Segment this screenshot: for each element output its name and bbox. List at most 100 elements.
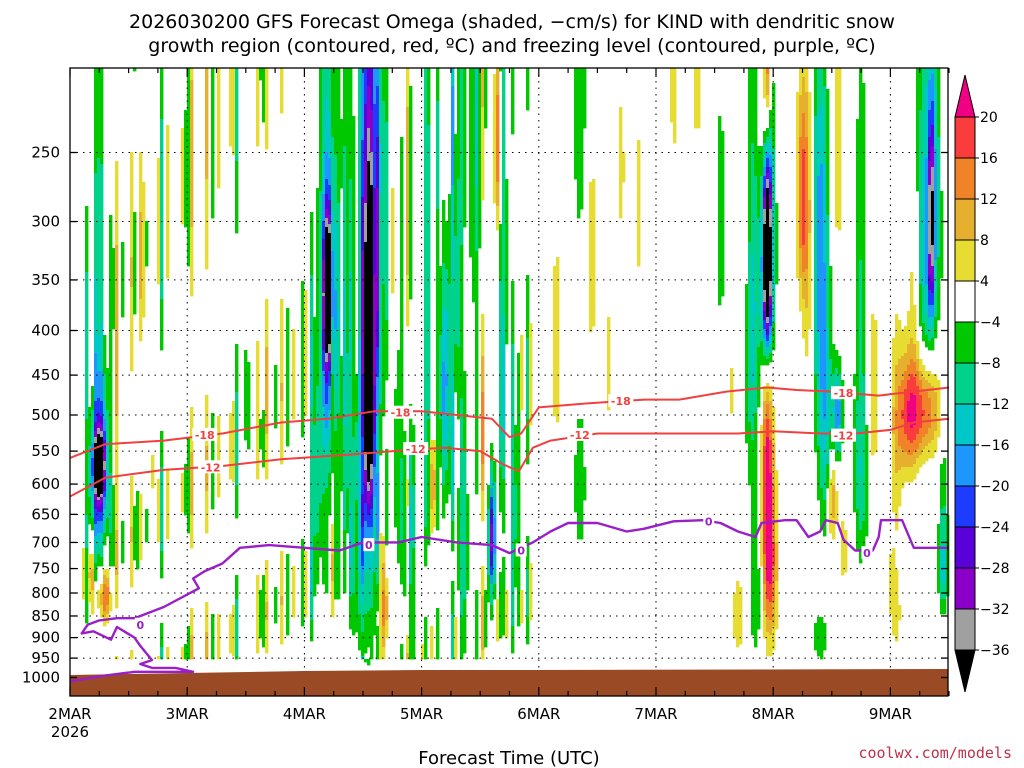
omega-cell [934, 68, 938, 90]
omega-cell [325, 209, 329, 219]
omega-cell [901, 467, 905, 489]
omega-cell [820, 104, 824, 165]
omega-cell [313, 317, 317, 426]
contour-label-bg [567, 427, 593, 441]
omega-cell [328, 215, 332, 225]
omega-cell [457, 68, 461, 180]
omega-cell [802, 68, 806, 78]
omega-cell [451, 614, 455, 660]
omega-cell [766, 617, 770, 633]
omega-cell [856, 509, 860, 552]
omega-cell [481, 314, 485, 357]
omega-cell [160, 623, 164, 648]
omega-cell [763, 356, 767, 366]
omega-cell [376, 584, 380, 612]
omega-cell [931, 440, 935, 459]
colorbar-bin [954, 280, 976, 323]
omega-cell [766, 179, 770, 189]
contour-label-bg [608, 394, 634, 408]
omega-cell [310, 542, 314, 597]
omega-cell [496, 182, 500, 207]
omega-cell [364, 503, 368, 522]
omega-cell [256, 341, 260, 480]
omega-cell [310, 275, 314, 336]
omega-cell [622, 152, 626, 183]
omega-cell [493, 74, 497, 204]
omega-cell [493, 554, 497, 570]
y-tick-label: 700 [31, 533, 60, 551]
omega-cell [409, 404, 413, 450]
omega-cell [766, 152, 770, 159]
omega-cell [772, 407, 776, 444]
colorbar-label: −36 [980, 643, 1010, 659]
omega-cell [490, 461, 494, 477]
omega-cell [100, 533, 104, 546]
omega-cell [349, 359, 353, 507]
omega-cell [760, 176, 764, 210]
colorbar-label: 20 [980, 110, 998, 126]
omega-cell [913, 344, 917, 363]
omega-cell [760, 425, 764, 567]
omega-cell [757, 569, 761, 630]
omega-cell [97, 533, 101, 543]
omega-cell [835, 368, 839, 381]
omega-cell [130, 527, 134, 543]
omega-cell [190, 515, 194, 549]
omega-cell [436, 209, 440, 531]
omega-cell [922, 437, 926, 450]
omega-cell [85, 515, 89, 549]
omega-cell [904, 371, 908, 390]
omega-cell [376, 626, 380, 660]
omega-cell [760, 272, 764, 318]
omega-cell [769, 227, 773, 282]
omega-cell [817, 617, 821, 657]
colorbar-bin [954, 116, 976, 159]
credit-text: coolwx.com/models [858, 744, 1012, 762]
omega-cell [769, 194, 773, 210]
omega-cell [892, 407, 896, 435]
omega-cell [769, 296, 773, 306]
omega-cell [904, 389, 908, 435]
omega-cell [361, 605, 365, 633]
omega-cell [370, 110, 374, 153]
omega-cell [376, 86, 380, 138]
omega-cell [427, 68, 431, 126]
omega-cell [934, 149, 938, 261]
omega-cell [760, 317, 764, 342]
omega-cell [310, 620, 314, 642]
omega-cell [103, 470, 107, 483]
omega-cell [928, 275, 932, 291]
omega-cell [130, 287, 134, 372]
omega-cell [718, 116, 722, 306]
omega-cell [364, 452, 368, 471]
omega-cell [106, 518, 110, 537]
omega-cell [364, 659, 368, 663]
omega-cell [526, 569, 530, 618]
omega-shading [82, 68, 950, 666]
ground-surface [70, 669, 948, 696]
omega-cell [445, 374, 449, 387]
omega-cell [493, 584, 497, 600]
omega-cell [514, 539, 518, 588]
omega-cell [925, 371, 929, 381]
omega-cell [928, 185, 932, 255]
omega-cell [898, 386, 902, 447]
omega-cell [910, 455, 914, 468]
omega-cell [823, 164, 827, 264]
x-tick-label: 5MAR [400, 705, 443, 723]
omega-cell [910, 359, 914, 375]
y-tick-label: 1000 [22, 669, 60, 687]
omega-cell [769, 209, 773, 228]
contour-line [69, 519, 949, 683]
omega-cell [364, 614, 368, 654]
omega-cell [448, 284, 452, 447]
omega-cell [490, 584, 494, 594]
omega-cell [88, 497, 92, 525]
omega-cell [769, 401, 773, 420]
omega-cell [100, 437, 104, 495]
omega-cell [103, 584, 107, 612]
omega-cell [514, 485, 518, 540]
omega-cell [481, 491, 485, 522]
omega-cell [337, 311, 341, 330]
omega-cell [385, 449, 389, 546]
